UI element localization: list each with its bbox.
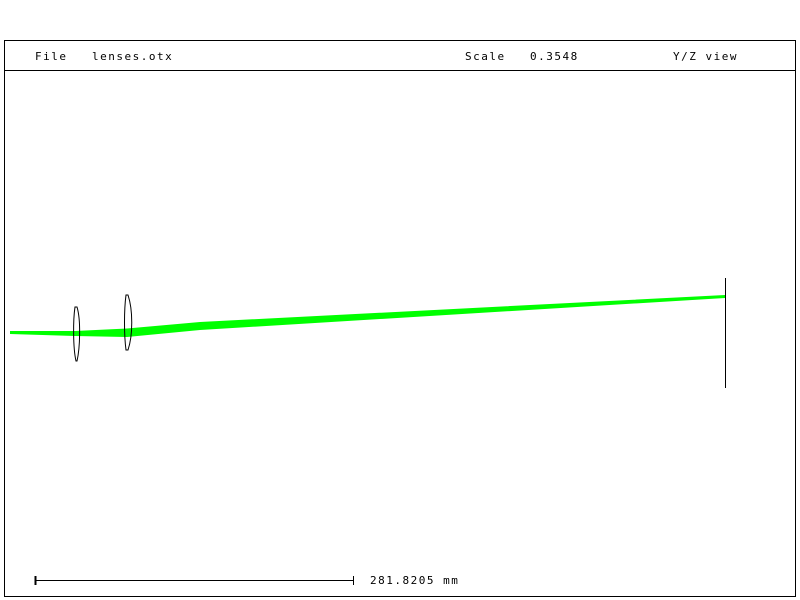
scale-bar-length: 281.8205 mm xyxy=(370,574,460,587)
view-name: Y/Z view xyxy=(673,50,738,63)
scale-label: Scale xyxy=(465,50,506,63)
file-name: lenses.otx xyxy=(92,50,174,63)
lens-2 xyxy=(124,294,133,351)
scale-value: 0.3548 xyxy=(530,50,579,63)
frame xyxy=(4,40,796,597)
file-label: File xyxy=(35,50,68,63)
ray-bundle xyxy=(10,295,725,337)
lens-1 xyxy=(73,306,81,362)
